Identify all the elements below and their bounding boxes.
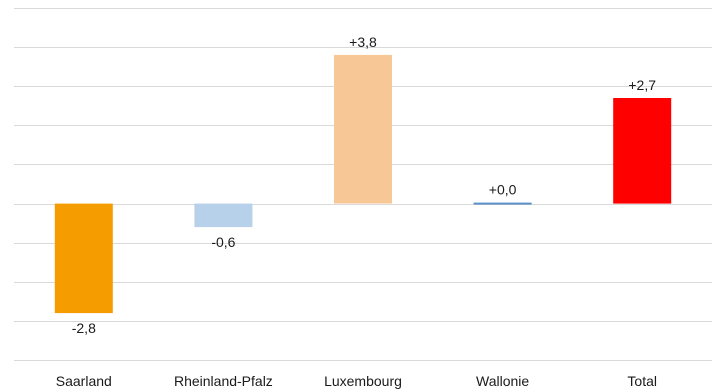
data-label-saarland: -2,8 bbox=[72, 320, 96, 336]
bars bbox=[54, 54, 672, 314]
category-label-wallonie: Wallonie bbox=[476, 373, 529, 389]
data-label-luxembourg: +3,8 bbox=[349, 34, 377, 50]
category-label-saarland: Saarland bbox=[56, 373, 112, 389]
category-label-total: Total bbox=[627, 373, 657, 389]
data-labels: -2,8 -0,6 +3,8 +0,0 +2,7 bbox=[72, 34, 656, 336]
category-label-rheinland-pfalz: Rheinland-Pfalz bbox=[174, 373, 273, 389]
category-label-luxembourg: Luxembourg bbox=[324, 373, 402, 389]
bar-total bbox=[613, 98, 672, 204]
bar-saarland bbox=[54, 203, 113, 314]
category-labels: Saarland Rheinland-Pfalz Luxembourg Walloni… bbox=[56, 373, 657, 389]
bar-rheinland-pfalz bbox=[194, 203, 253, 228]
data-label-rheinland-pfalz: -0,6 bbox=[211, 234, 235, 250]
data-label-wallonie: +0,0 bbox=[489, 182, 517, 198]
data-label-total: +2,7 bbox=[628, 77, 656, 93]
bar-wallonie bbox=[473, 202, 532, 205]
bar-luxembourg bbox=[334, 54, 392, 204]
